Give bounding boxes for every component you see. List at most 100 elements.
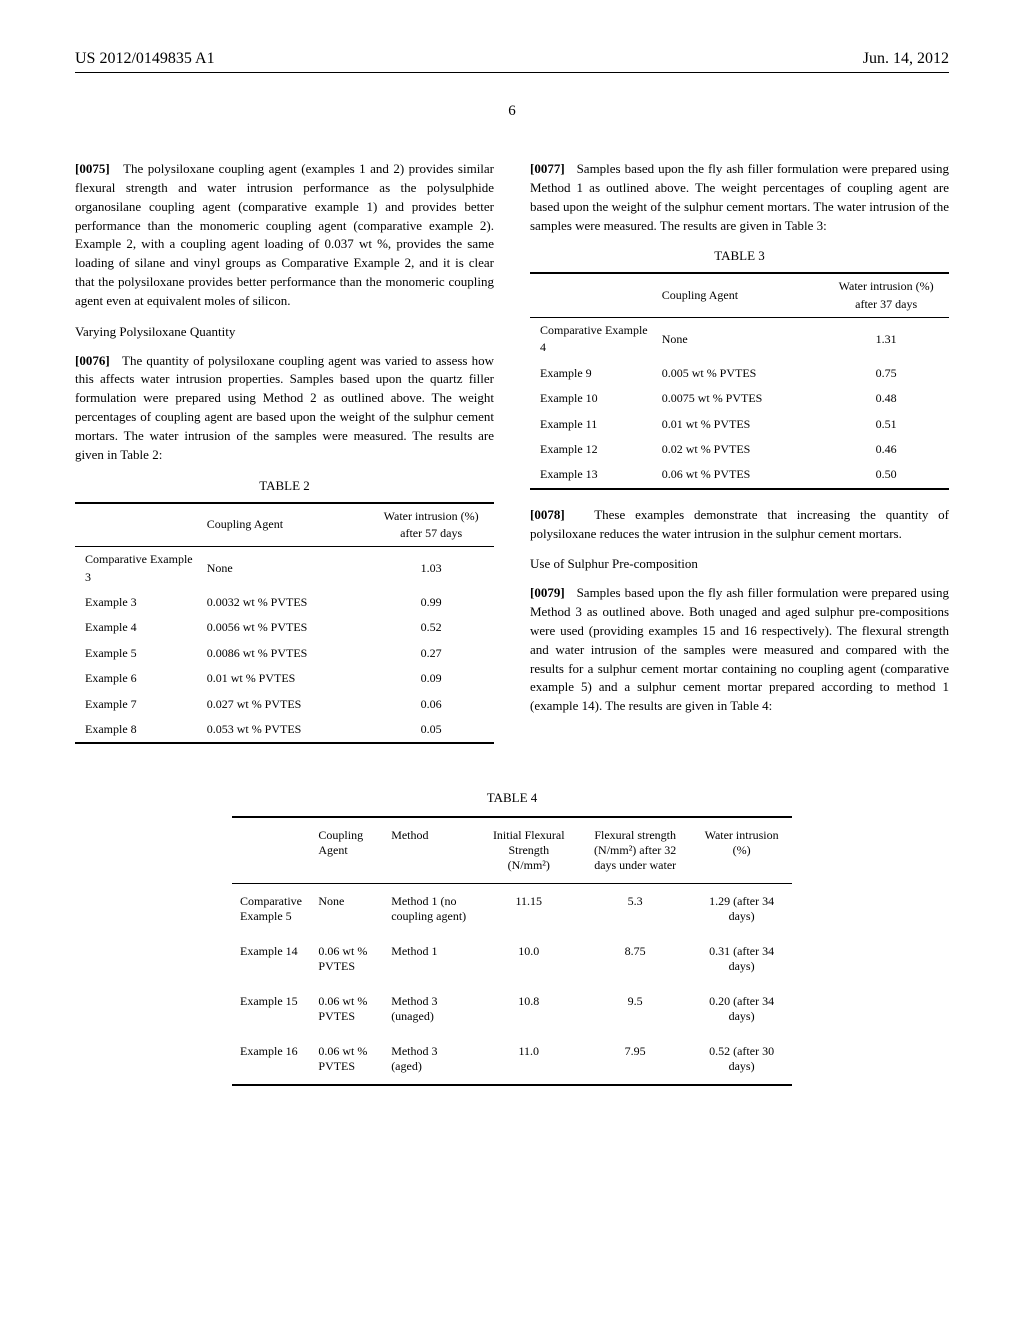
cell: Example 9	[530, 361, 656, 386]
table-3: Coupling Agent Water intrusion (%) after…	[530, 272, 949, 490]
table-4: Coupling Agent Method Initial Flexural S…	[232, 816, 792, 1086]
th-coupling: Coupling Agent	[201, 503, 369, 547]
cell: 0.48	[823, 386, 949, 411]
table-row: Example 16 0.06 wt % PVTES Method 3 (age…	[232, 1034, 792, 1085]
para-number: [0076]	[75, 353, 110, 368]
th-coupling: Coupling Agent	[656, 273, 824, 317]
table-2: Coupling Agent Water intrusion (%) after…	[75, 502, 494, 745]
section-heading-varying: Varying Polysiloxane Quantity	[75, 323, 494, 342]
table-row: Example 90.005 wt % PVTES0.75	[530, 361, 949, 386]
cell: Method 1	[383, 934, 478, 984]
cell: 0.0075 wt % PVTES	[656, 386, 824, 411]
page-number: 6	[75, 103, 949, 120]
cell: Example 12	[530, 437, 656, 462]
para-number: [0079]	[530, 585, 565, 600]
para-text: The quantity of polysiloxane coupling ag…	[75, 353, 494, 462]
cell: 0.05	[368, 717, 494, 743]
cell: Example 13	[530, 462, 656, 488]
paragraph-0079: [0079] Samples based upon the fly ash fi…	[530, 584, 949, 716]
cell: Example 6	[75, 666, 201, 691]
cell: 0.06 wt % PVTES	[310, 984, 383, 1034]
para-number: [0075]	[75, 161, 110, 176]
th-flex32: Flexural strength (N/mm²) after 32 days …	[579, 817, 691, 884]
table-row: Comparative Example 3None1.03	[75, 547, 494, 590]
cell: Example 11	[530, 412, 656, 437]
cell: 0.0056 wt % PVTES	[201, 615, 369, 640]
table-row: Comparative Example 5 None Method 1 (no …	[232, 884, 792, 935]
paragraph-0075: [0075] The polysiloxane coupling agent (…	[75, 160, 494, 311]
cell: 0.06 wt % PVTES	[310, 1034, 383, 1085]
cell: 0.0032 wt % PVTES	[201, 590, 369, 615]
cell: 0.75	[823, 361, 949, 386]
th-water: Water intrusion (%) after 37 days	[823, 273, 949, 317]
cell: None	[310, 884, 383, 935]
cell: 11.0	[478, 1034, 579, 1085]
doc-date: Jun. 14, 2012	[863, 50, 949, 68]
cell: 7.95	[579, 1034, 691, 1085]
cell: 1.31	[823, 318, 949, 361]
cell: 8.75	[579, 934, 691, 984]
cell: 0.46	[823, 437, 949, 462]
section-heading-use: Use of Sulphur Pre-composition	[530, 555, 949, 574]
table-row: Example 110.01 wt % PVTES0.51	[530, 412, 949, 437]
cell: 0.31 (after 34 days)	[691, 934, 792, 984]
paragraph-0076: [0076] The quantity of polysiloxane coup…	[75, 352, 494, 465]
cell: 0.27	[368, 641, 494, 666]
left-column: [0075] The polysiloxane coupling agent (…	[75, 160, 494, 760]
paragraph-0078: [0078] These examples demonstrate that i…	[530, 506, 949, 544]
cell: Method 3 (aged)	[383, 1034, 478, 1085]
table-row: Example 30.0032 wt % PVTES0.99	[75, 590, 494, 615]
cell: 5.3	[579, 884, 691, 935]
cell: Example 3	[75, 590, 201, 615]
table-row: Example 100.0075 wt % PVTES0.48	[530, 386, 949, 411]
th-blank	[232, 817, 310, 884]
page-header: US 2012/0149835 A1 Jun. 14, 2012	[75, 50, 949, 68]
cell: None	[656, 318, 824, 361]
cell: Comparative Example 5	[232, 884, 310, 935]
cell: Comparative Example 3	[75, 547, 201, 590]
cell: 0.027 wt % PVTES	[201, 692, 369, 717]
cell: 1.03	[368, 547, 494, 590]
cell: Method 1 (no coupling agent)	[383, 884, 478, 935]
two-column-body: [0075] The polysiloxane coupling agent (…	[75, 160, 949, 760]
cell: 0.52 (after 30 days)	[691, 1034, 792, 1085]
table-row: Example 40.0056 wt % PVTES0.52	[75, 615, 494, 640]
th-water: Water intrusion (%) after 57 days	[368, 503, 494, 547]
cell: Example 14	[232, 934, 310, 984]
cell: None	[201, 547, 369, 590]
cell: 10.0	[478, 934, 579, 984]
th-initial: Initial Flexural Strength (N/mm²)	[478, 817, 579, 884]
cell: Example 4	[75, 615, 201, 640]
cell: Method 3 (unaged)	[383, 984, 478, 1034]
cell: 0.50	[823, 462, 949, 488]
table-row: Example 120.02 wt % PVTES0.46	[530, 437, 949, 462]
right-column: [0077] Samples based upon the fly ash fi…	[530, 160, 949, 760]
table4-caption: TABLE 4	[75, 790, 949, 806]
cell: 0.52	[368, 615, 494, 640]
table-row: Example 130.06 wt % PVTES0.50	[530, 462, 949, 488]
cell: 0.06	[368, 692, 494, 717]
para-text: The polysiloxane coupling agent (example…	[75, 161, 494, 308]
cell: 9.5	[579, 984, 691, 1034]
cell: Example 7	[75, 692, 201, 717]
cell: 0.09	[368, 666, 494, 691]
para-number: [0078]	[530, 507, 565, 522]
table3-caption: TABLE 3	[530, 247, 949, 266]
cell: Comparative Example 4	[530, 318, 656, 361]
table-row: Example 80.053 wt % PVTES0.05	[75, 717, 494, 743]
th-water: Water intrusion (%)	[691, 817, 792, 884]
doc-number: US 2012/0149835 A1	[75, 50, 215, 68]
table-row: Comparative Example 4None1.31	[530, 318, 949, 361]
table-row: Example 50.0086 wt % PVTES0.27	[75, 641, 494, 666]
cell: Example 8	[75, 717, 201, 743]
table-row: Example 14 0.06 wt % PVTES Method 1 10.0…	[232, 934, 792, 984]
cell: 0.053 wt % PVTES	[201, 717, 369, 743]
cell: 0.01 wt % PVTES	[201, 666, 369, 691]
cell: 0.20 (after 34 days)	[691, 984, 792, 1034]
cell: 0.06 wt % PVTES	[656, 462, 824, 488]
para-number: [0077]	[530, 161, 565, 176]
th-blank	[75, 503, 201, 547]
cell: 0.01 wt % PVTES	[656, 412, 824, 437]
th-coupling: Coupling Agent	[310, 817, 383, 884]
cell: Example 10	[530, 386, 656, 411]
